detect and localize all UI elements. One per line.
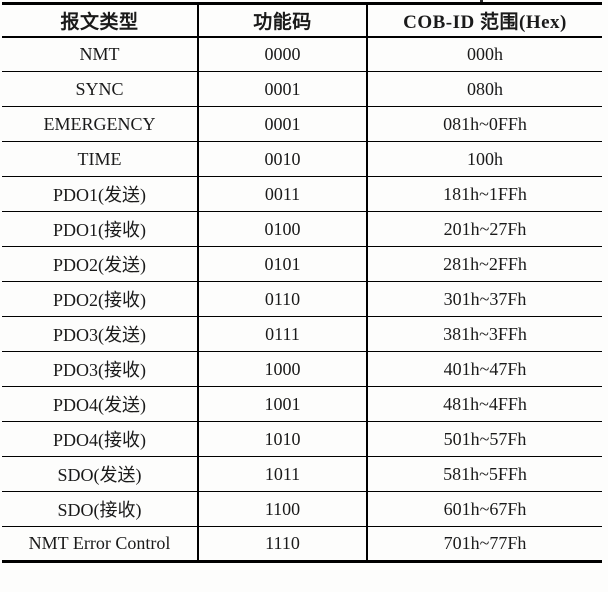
- cell-function-code: 0001: [198, 71, 368, 107]
- table-body: NMT 0000 000h SYNC 0001 080h EMERGENCY 0…: [2, 36, 602, 562]
- table-row: PDO1(发送) 0011 181h~1FFh: [2, 176, 602, 212]
- cell-message-type: NMT: [2, 36, 199, 72]
- cell-cob-id-range: 081h~0FFh: [367, 106, 602, 142]
- cell-function-code: 0100: [198, 211, 368, 247]
- cell-function-code: 0101: [198, 246, 368, 282]
- cell-message-type: PDO3(发送): [2, 316, 199, 352]
- cell-message-type: PDO1(发送): [2, 176, 199, 212]
- cell-function-code: 0110: [198, 281, 368, 317]
- table-row: NMT Error Control 1110 701h~77Fh: [2, 526, 602, 562]
- table-row: PDO3(发送) 0111 381h~3FFh: [2, 316, 602, 352]
- table-row: PDO1(接收) 0100 201h~27Fh: [2, 211, 602, 247]
- cell-message-type: PDO1(接收): [2, 211, 199, 247]
- cell-message-type: PDO2(接收): [2, 281, 199, 317]
- table-header-row: 报文类型 功能码 COB-ID 范围(Hex): [2, 3, 602, 38]
- cell-function-code: 0000: [198, 36, 368, 72]
- cell-function-code: 1100: [198, 491, 368, 527]
- cell-cob-id-range: 100h: [367, 141, 602, 177]
- cell-cob-id-range: 281h~2FFh: [367, 246, 602, 282]
- cob-id-table: 报文类型 功能码 COB-ID 范围(Hex) NMT 0000 000h SY…: [2, 2, 602, 563]
- cell-function-code: 1011: [198, 456, 368, 492]
- cell-cob-id-range: 701h~77Fh: [367, 526, 602, 562]
- cell-function-code: 1000: [198, 351, 368, 387]
- table-row: PDO4(接收) 1010 501h~57Fh: [2, 421, 602, 457]
- table-row: EMERGENCY 0001 081h~0FFh: [2, 106, 602, 142]
- cell-message-type: EMERGENCY: [2, 106, 199, 142]
- column-header-function-code: 功能码: [198, 3, 368, 38]
- cell-message-type: SDO(接收): [2, 491, 199, 527]
- cell-cob-id-range: 501h~57Fh: [367, 421, 602, 457]
- cell-cob-id-range: 000h: [367, 36, 602, 72]
- cell-cob-id-range: 201h~27Fh: [367, 211, 602, 247]
- cell-cob-id-range: 481h~4FFh: [367, 386, 602, 422]
- cell-cob-id-range: 181h~1FFh: [367, 176, 602, 212]
- cell-message-type: PDO3(接收): [2, 351, 199, 387]
- cell-function-code: 0010: [198, 141, 368, 177]
- cell-function-code: 1010: [198, 421, 368, 457]
- cell-function-code: 1001: [198, 386, 368, 422]
- table-row: SDO(发送) 1011 581h~5FFh: [2, 456, 602, 492]
- table-row: SYNC 0001 080h: [2, 71, 602, 107]
- table-row: PDO2(接收) 0110 301h~37Fh: [2, 281, 602, 317]
- cell-message-type: SDO(发送): [2, 456, 199, 492]
- table-row: NMT 0000 000h: [2, 36, 602, 72]
- cell-function-code: 0011: [198, 176, 368, 212]
- cell-message-type: PDO2(发送): [2, 246, 199, 282]
- cell-cob-id-range: 581h~5FFh: [367, 456, 602, 492]
- cell-message-type: PDO4(接收): [2, 421, 199, 457]
- cell-message-type: PDO4(发送): [2, 386, 199, 422]
- cell-cob-id-range: 401h~47Fh: [367, 351, 602, 387]
- cell-function-code: 1110: [198, 526, 368, 562]
- cell-function-code: 0001: [198, 106, 368, 142]
- table-row: PDO2(发送) 0101 281h~2FFh: [2, 246, 602, 282]
- cell-function-code: 0111: [198, 316, 368, 352]
- column-header-cob-id-range: COB-ID 范围(Hex): [367, 3, 602, 38]
- cell-message-type: NMT Error Control: [2, 526, 199, 562]
- table-row: TIME 0010 100h: [2, 141, 602, 177]
- column-header-message-type: 报文类型: [2, 3, 199, 38]
- cell-message-type: TIME: [2, 141, 199, 177]
- cell-cob-id-range: 080h: [367, 71, 602, 107]
- cell-message-type: SYNC: [2, 71, 199, 107]
- cell-cob-id-range: 601h~67Fh: [367, 491, 602, 527]
- table-row: PDO3(接收) 1000 401h~47Fh: [2, 351, 602, 387]
- table-row: SDO(接收) 1100 601h~67Fh: [2, 491, 602, 527]
- cell-cob-id-range: 301h~37Fh: [367, 281, 602, 317]
- cell-cob-id-range: 381h~3FFh: [367, 316, 602, 352]
- table-row: PDO4(发送) 1001 481h~4FFh: [2, 386, 602, 422]
